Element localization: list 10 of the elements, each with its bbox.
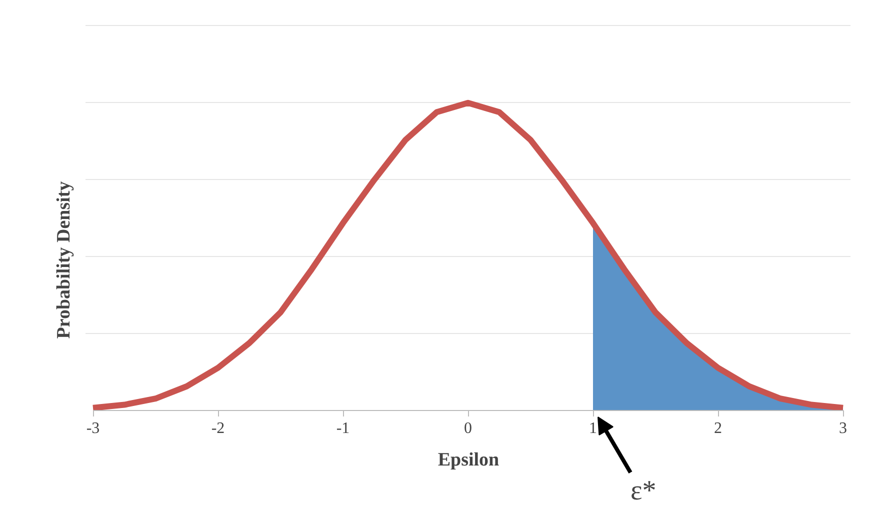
x-tick-label: 3 (839, 420, 847, 437)
x-tick-label: 0 (464, 420, 472, 437)
x-tick-label: -1 (336, 420, 350, 437)
x-axis-title: Epsilon (438, 450, 500, 470)
annotation: ε* (630, 476, 656, 507)
x-tick-label: 2 (714, 420, 722, 437)
x-tick-label: 1 (589, 420, 597, 437)
y-axis-title: Probability Density (54, 180, 74, 339)
x-tick-label: -3 (86, 420, 100, 437)
x-tick-label: -2 (211, 420, 225, 437)
